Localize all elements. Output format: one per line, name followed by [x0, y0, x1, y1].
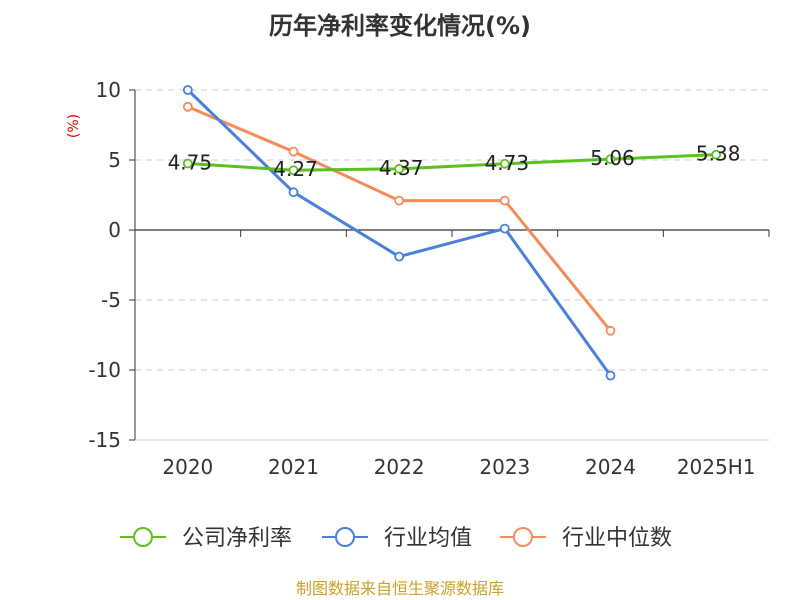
data-label: 5.38 — [696, 142, 741, 166]
x-tick-label: 2023 — [479, 455, 530, 479]
data-point — [182, 101, 193, 112]
y-tick-label: -10 — [88, 358, 121, 382]
data-label: 4.73 — [485, 151, 530, 175]
y-tick-label: 0 — [108, 218, 121, 242]
data-label: 5.06 — [590, 146, 635, 170]
data-point — [499, 195, 510, 206]
x-tick-label: 2022 — [374, 455, 425, 479]
data-label: 4.27 — [273, 157, 318, 181]
data-point — [394, 251, 405, 262]
grid-lines — [135, 89, 769, 441]
y-tick-label: -5 — [101, 288, 121, 312]
legend-marker — [513, 527, 533, 547]
data-point — [711, 149, 722, 160]
x-tick-label: 2021 — [268, 455, 319, 479]
series-lines — [182, 85, 722, 381]
data-point — [499, 223, 510, 234]
x-tick-label: 2025H1 — [677, 455, 756, 479]
data-point — [182, 85, 193, 95]
chart-title: 历年净利率变化情况(%) — [269, 12, 531, 40]
x-tick-label: 2024 — [585, 455, 636, 479]
legend-label: 行业均值 — [384, 526, 472, 551]
series-line — [187, 153, 717, 172]
data-point — [288, 187, 299, 198]
data-label: 4.37 — [379, 156, 424, 180]
axes: 10 5 0 -5 -10 -15 2020 2021 2022 2023 2024 2025H1 — [88, 78, 770, 479]
legend-marker — [133, 527, 153, 547]
y-tick-label: 10 — [96, 78, 121, 102]
data-label: 4.75 — [168, 151, 213, 175]
legend-label: 行业中位数 — [562, 526, 672, 551]
x-tick-label: 2020 — [162, 455, 213, 479]
series-line — [187, 105, 612, 332]
data-point — [605, 154, 616, 165]
y-tick-label: 5 — [108, 148, 121, 172]
data-point — [182, 158, 193, 169]
data-labels: 4.75 4.27 4.37 4.73 5.06 5.38 — [168, 142, 741, 182]
data-point — [288, 165, 299, 176]
data-point — [394, 163, 405, 174]
legend: 公司净利率 行业均值 行业中位数 — [120, 526, 672, 551]
data-point — [499, 158, 510, 169]
y-axis-unit: (%) — [66, 114, 82, 138]
legend-label: 公司净利率 — [182, 526, 292, 551]
legend-marker — [335, 527, 355, 547]
data-point — [605, 325, 616, 336]
data-point — [288, 146, 299, 157]
data-point — [394, 195, 405, 206]
data-point — [605, 370, 616, 381]
source-note: 制图数据来自恒生聚源数据库 — [296, 579, 504, 598]
y-tick-label: -15 — [88, 428, 121, 452]
